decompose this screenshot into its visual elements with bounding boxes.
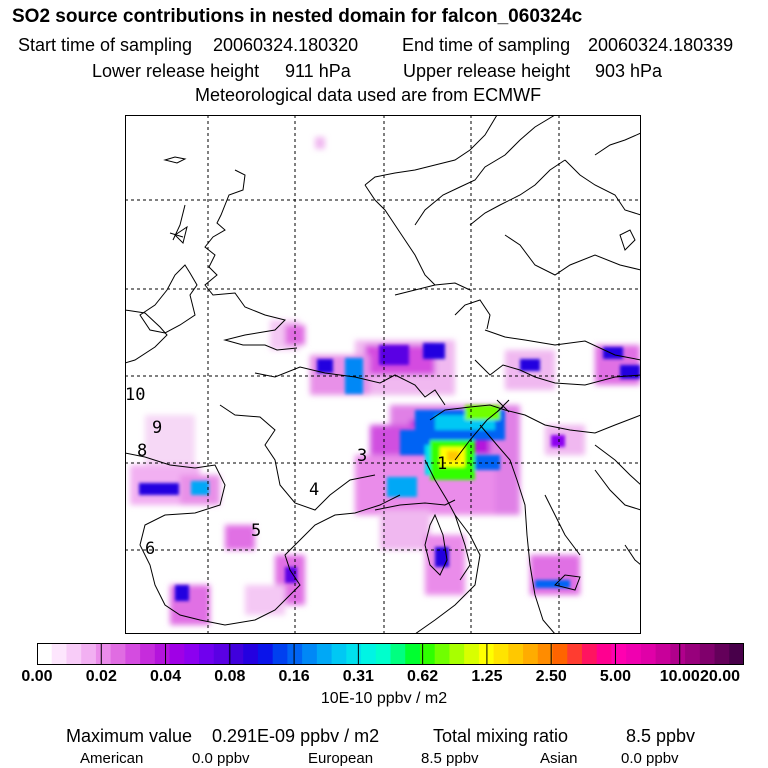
colorbar-tick-label: 10.00 (659, 668, 700, 685)
european-value: 8.5 ppbv (421, 750, 479, 767)
page-title: SO2 source contributions in nested domai… (12, 6, 583, 27)
colorbar-cell (640, 643, 657, 665)
max-value: 0.291E-09 ppbv / m2 (212, 726, 380, 746)
colorbar-cell (611, 643, 627, 665)
colorbar-cell (434, 643, 451, 665)
track-label-6: 6 (145, 539, 155, 559)
colorbar-tick-label: 2.50 (535, 668, 567, 685)
colorbar-cell (302, 643, 318, 665)
colorbar-cell (655, 643, 671, 665)
colorbar-cell (419, 643, 436, 665)
colorbar-tick-label: 20.00 (699, 668, 741, 685)
end-time-label: End time of sampling (402, 35, 571, 55)
colorbar-cell (81, 643, 97, 665)
colorbar-tick-label: 0.08 (214, 668, 246, 685)
colorbar-cell (228, 643, 244, 665)
asian-value: 0.0 ppbv (621, 750, 679, 767)
track-label-9: 9 (152, 418, 162, 438)
colorbar-cell (272, 643, 288, 665)
colorbar-cell (51, 643, 68, 665)
colorbar-cell (66, 643, 82, 665)
asian-label: Asian (540, 750, 578, 767)
flight-track (454, 399, 510, 461)
colorbar-cell (316, 643, 333, 665)
colorbar-cell (287, 643, 303, 665)
colorbar-cell (508, 643, 524, 665)
colorbar-cell (699, 643, 716, 665)
colorbar-tick-label: 1.25 (471, 668, 503, 685)
colorbar-cell (154, 643, 171, 665)
colorbar-cell (125, 643, 141, 665)
american-label: American (80, 750, 144, 767)
track-label-8: 8 (137, 441, 147, 461)
colorbar-cell (213, 643, 230, 665)
total-mixing-value: 8.5 ppbv (626, 726, 696, 746)
total-mixing-label: Total mixing ratio (433, 726, 569, 746)
colorbar-cell (670, 643, 686, 665)
track-label-5: 5 (251, 521, 261, 541)
colorbar-cell (375, 643, 392, 665)
track-label-10: 10 (125, 385, 145, 405)
colorbar-cell (537, 643, 554, 665)
colorbar-tick-label: 0.16 (278, 668, 310, 685)
track-label-3: 3 (357, 446, 367, 466)
colorbar-cell (405, 643, 421, 665)
colorbar-cell (390, 643, 406, 665)
concentration-map: 1 3 4 5 6 8 9 10 (125, 115, 641, 634)
colorbar-cell (581, 643, 598, 665)
track-labels: 1 3 4 5 6 8 9 10 (125, 385, 447, 559)
track-label-4: 4 (309, 480, 319, 500)
colorbar-tick-label: 0.62 (407, 668, 439, 685)
colorbar-cell (714, 643, 730, 665)
start-time-value: 20060324.180320 (213, 35, 359, 55)
plume-core-layer (139, 343, 640, 601)
colorbar-tick-label: 0.31 (342, 668, 374, 685)
colorbar-tick-label: 5.00 (599, 668, 632, 685)
american-value: 0.0 ppbv (192, 750, 250, 767)
colorbar-cell (552, 643, 568, 665)
end-time-value: 20060324.180339 (588, 35, 734, 55)
colorbar-tick-label: 0.00 (21, 668, 53, 685)
colorbar-cell (199, 643, 215, 665)
upper-height-label: Upper release height (403, 61, 571, 81)
colorbar-cell (346, 643, 362, 665)
european-label: European (308, 750, 374, 767)
colorbar-cell (449, 643, 465, 665)
colorbar-cell (361, 643, 377, 665)
graticule (125, 115, 641, 634)
colorbar-cell (464, 643, 480, 665)
colorbar-cell (729, 643, 744, 665)
colorbar-cell (110, 643, 126, 665)
colorbar-cell (243, 643, 259, 665)
lower-height-value: 911 hPa (285, 61, 351, 81)
colorbar (37, 643, 744, 665)
colorbar-cell (37, 643, 53, 665)
upper-height-value: 903 hPa (595, 61, 663, 81)
coastlines (125, 115, 641, 634)
colorbar-cell (523, 643, 539, 665)
max-value-label: Maximum value (66, 726, 193, 746)
colorbar-cell (331, 643, 347, 665)
colorbar-cell (493, 643, 509, 665)
colorbar-units: 10E-10 ppbv / m2 (320, 690, 448, 707)
colorbar-tick-label: 0.02 (85, 668, 117, 685)
colorbar-cell (596, 643, 613, 665)
colorbar-cell (140, 643, 156, 665)
colorbar-cell (626, 643, 642, 665)
colorbar-cell (567, 643, 583, 665)
met-data-note: Meteorological data used are from ECMWF (195, 85, 542, 105)
start-time-label: Start time of sampling (18, 35, 193, 55)
lower-height-label: Lower release height (92, 61, 260, 81)
colorbar-cell (169, 643, 185, 665)
colorbar-cell (685, 643, 701, 665)
colorbar-tick-label: 0.04 (149, 668, 182, 685)
colorbar-cell (184, 643, 200, 665)
track-label-1: 1 (437, 454, 447, 474)
colorbar-cell (257, 643, 274, 665)
colorbar-cell (95, 643, 112, 665)
